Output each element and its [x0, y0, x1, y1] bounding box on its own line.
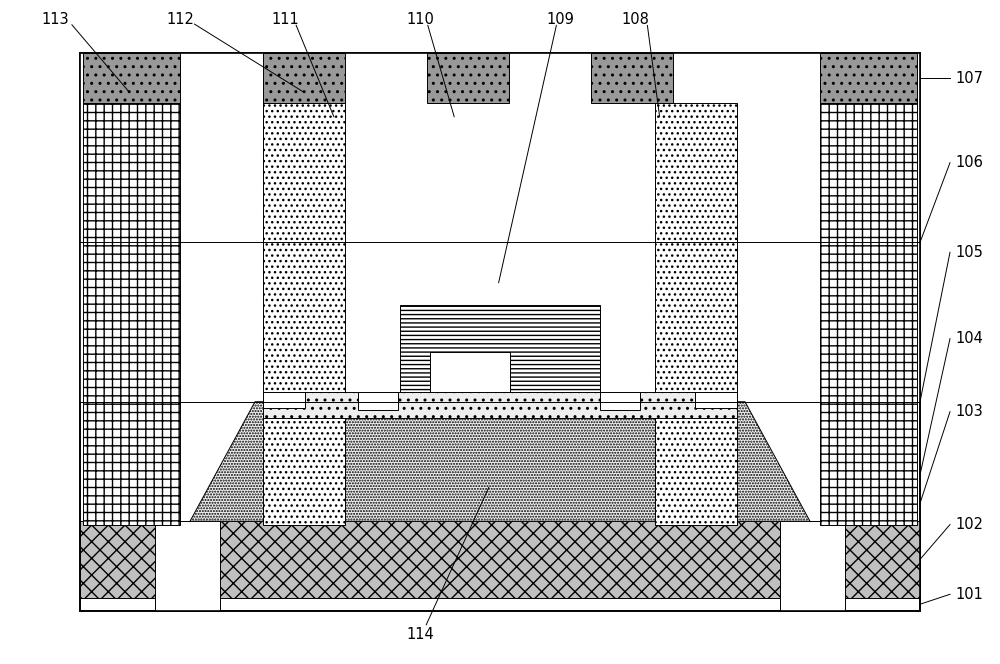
Bar — [83, 103, 180, 525]
Bar — [263, 392, 305, 408]
Bar — [780, 521, 845, 611]
Bar — [591, 53, 673, 103]
Bar — [155, 521, 220, 611]
Bar — [820, 53, 917, 103]
Bar — [430, 352, 510, 392]
Bar — [655, 103, 737, 525]
Bar — [263, 53, 345, 103]
Polygon shape — [190, 402, 810, 521]
Bar — [600, 392, 640, 410]
Bar — [358, 392, 398, 410]
Bar — [695, 392, 737, 408]
Bar — [80, 53, 920, 402]
Text: 110: 110 — [406, 13, 434, 27]
Text: 101: 101 — [955, 587, 983, 602]
Text: 111: 111 — [271, 13, 299, 27]
Text: 113: 113 — [41, 13, 69, 27]
Bar — [820, 103, 917, 525]
Text: 102: 102 — [955, 517, 983, 532]
Bar — [80, 521, 920, 598]
Text: 112: 112 — [166, 13, 194, 27]
Bar — [263, 392, 737, 418]
Text: 104: 104 — [955, 331, 983, 346]
Text: 107: 107 — [955, 71, 983, 86]
Bar — [80, 53, 920, 611]
Bar — [83, 53, 180, 103]
Text: 108: 108 — [621, 13, 649, 27]
Bar — [263, 103, 345, 525]
Bar — [400, 305, 600, 392]
Text: 109: 109 — [546, 13, 574, 27]
Text: 114: 114 — [406, 627, 434, 642]
Bar — [80, 53, 920, 611]
Text: 106: 106 — [955, 155, 983, 170]
Text: 103: 103 — [955, 404, 983, 419]
Bar — [427, 53, 509, 103]
Text: 105: 105 — [955, 245, 983, 260]
